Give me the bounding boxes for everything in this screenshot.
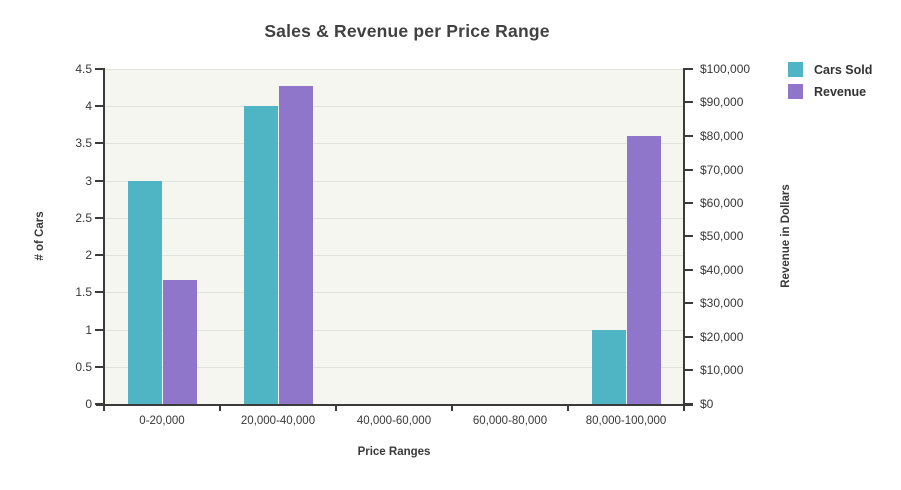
right-axis-tick-label: $40,000 — [700, 263, 744, 277]
left-axis-tick-label: 0 — [85, 397, 92, 411]
gridline — [104, 181, 684, 182]
right-axis-tick-label: $50,000 — [700, 229, 744, 243]
x-axis-category-label: 40,000-60,000 — [356, 415, 432, 427]
right-axis-tick-label: $30,000 — [700, 296, 744, 310]
left-axis-tick — [95, 68, 104, 70]
legend-label-revenue: Revenue — [814, 84, 867, 99]
right-axis-tick — [685, 202, 693, 204]
x-axis-tick — [567, 404, 569, 411]
x-axis-tick — [683, 404, 685, 411]
right-axis-tick — [685, 101, 693, 103]
left-axis-tick-label: 1 — [85, 323, 92, 337]
legend-swatch-revenue — [788, 84, 803, 99]
x-axis-tick — [219, 404, 221, 411]
legend: Cars Sold Revenue — [788, 62, 872, 106]
x-axis-category-label: 0-20,000 — [139, 415, 185, 427]
x-axis-category-label: 20,000-40,000 — [240, 415, 316, 427]
legend-swatch-cars-sold — [788, 62, 803, 77]
gridline — [104, 218, 684, 219]
left-axis-tick — [95, 105, 104, 107]
x-axis-tick — [451, 404, 453, 411]
left-axis-tick — [95, 217, 104, 219]
gridline — [104, 69, 684, 70]
right-axis-tick — [685, 369, 693, 371]
bar-cars-sold — [592, 330, 626, 404]
legend-label-cars-sold: Cars Sold — [814, 62, 873, 77]
bar-cars-sold — [244, 106, 278, 404]
left-axis-tick — [95, 329, 104, 331]
plot-area — [104, 69, 684, 404]
legend-item-revenue: Revenue — [788, 84, 872, 99]
gridline — [104, 292, 684, 293]
right-axis-tick-label: $100,000 — [700, 62, 751, 76]
left-axis-tick — [95, 180, 104, 182]
left-axis-tick — [95, 142, 104, 144]
left-axis-tick — [95, 254, 104, 256]
bar-revenue — [163, 280, 197, 404]
left-axis-tick-label: 4.5 — [75, 62, 92, 76]
gridline — [104, 106, 684, 107]
left-axis-tick-label: 4 — [85, 99, 92, 113]
left-axis-tick-label: 3.5 — [75, 136, 92, 150]
left-axis-tick-label: 3 — [85, 174, 92, 188]
left-axis-tick-label: 2.5 — [75, 211, 92, 225]
left-axis-tick — [95, 366, 104, 368]
right-axis-tick-label: $80,000 — [700, 129, 744, 143]
right-axis-title: Revenue in Dollars — [780, 184, 792, 288]
bottom-axis-line — [96, 404, 693, 406]
right-axis-tick — [685, 169, 693, 171]
right-axis-tick-label: $90,000 — [700, 95, 744, 109]
bar-cars-sold — [128, 181, 162, 404]
bar-revenue — [627, 136, 661, 404]
right-axis-tick — [685, 302, 693, 304]
right-axis-tick — [685, 68, 693, 70]
gridline — [104, 143, 684, 144]
right-axis-tick-label: $60,000 — [700, 196, 744, 210]
right-axis-tick — [685, 269, 693, 271]
right-axis-line — [683, 68, 685, 405]
x-axis-category-label: 60,000-80,000 — [472, 415, 548, 427]
right-axis-tick-label: $10,000 — [700, 363, 744, 377]
gridline — [104, 367, 684, 368]
gridline — [104, 330, 684, 331]
x-axis-category-label: 80,000-100,000 — [585, 415, 667, 427]
left-axis-tick-label: 2 — [85, 248, 92, 262]
x-axis-title: Price Ranges — [357, 446, 431, 458]
left-axis-tick — [95, 291, 104, 293]
x-axis-tick — [335, 404, 337, 411]
x-axis-tick — [103, 404, 105, 411]
right-axis-tick — [685, 135, 693, 137]
left-axis-tick-label: 1.5 — [75, 285, 92, 299]
right-axis-tick — [685, 336, 693, 338]
right-axis-tick-label: $70,000 — [700, 163, 744, 177]
chart-title: Sales & Revenue per Price Range — [264, 21, 550, 41]
right-axis-tick-label: $0 — [700, 397, 714, 411]
right-axis-tick — [685, 235, 693, 237]
left-axis-line — [103, 68, 105, 405]
gridline — [104, 255, 684, 256]
bar-revenue — [279, 86, 313, 404]
left-axis-tick-label: 0.5 — [75, 360, 92, 374]
legend-item-cars-sold: Cars Sold — [788, 62, 872, 77]
right-axis-tick-label: $20,000 — [700, 330, 744, 344]
